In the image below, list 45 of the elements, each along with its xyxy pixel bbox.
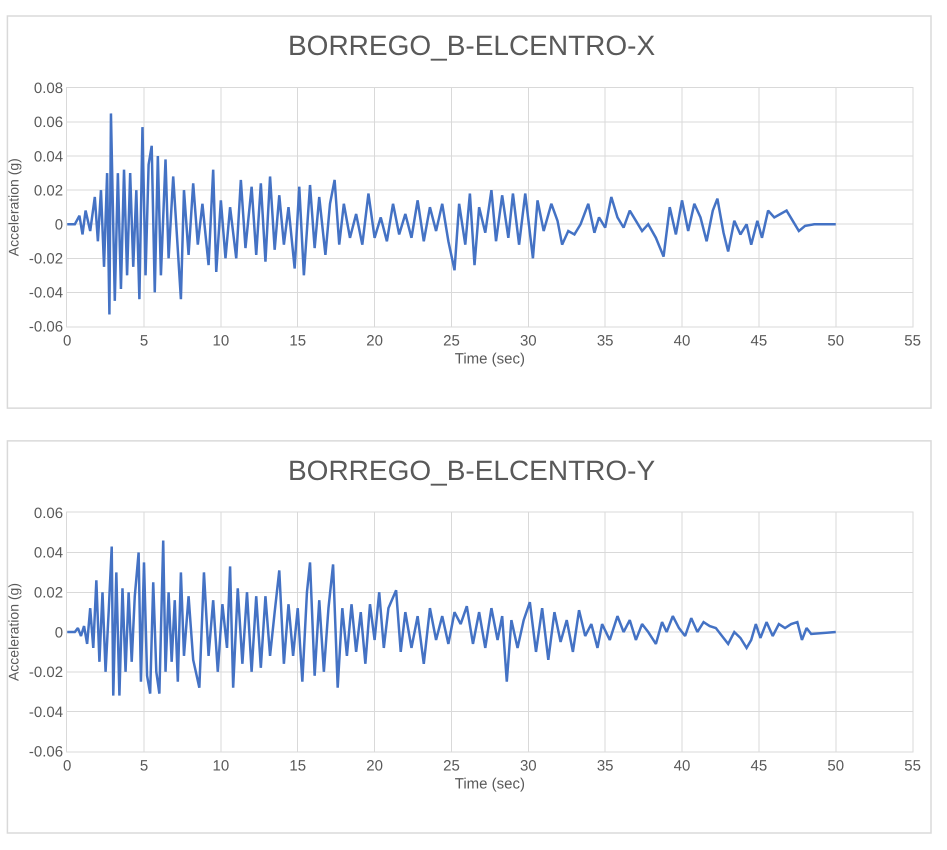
y-axis-title: Acceleration (g) (6, 158, 22, 256)
x-tick-label: 40 (674, 332, 690, 350)
x-tick-label: 15 (289, 757, 306, 774)
x-tick-label: 35 (596, 332, 614, 350)
y-tick-label: 0.02 (34, 584, 64, 602)
y-tick-label: 0.08 (34, 80, 64, 98)
x-tick-label: 20 (366, 332, 383, 350)
chart-title: BORREGO_B-ELCENTRO-X (288, 30, 656, 61)
x-tick-label: 50 (827, 757, 844, 774)
x-tick-label: 55 (904, 757, 921, 774)
y-axis-title: Acceleration (g) (6, 582, 22, 682)
x-tick-label: 30 (520, 332, 537, 350)
x-tick-label: 20 (366, 757, 383, 774)
y-tick-label: 0 (54, 624, 64, 642)
y-tick-label: 0.02 (34, 182, 64, 200)
chart-title: BORREGO_B-ELCENTRO-Y (288, 455, 656, 486)
y-tick-label: 0 (54, 216, 64, 234)
x-axis-title: Time (sec) (454, 350, 526, 368)
x-tick-label: 10 (212, 757, 230, 774)
y-tick-label: -0.04 (28, 704, 64, 721)
y-tick-label: -0.06 (28, 744, 64, 761)
y-tick-label: 0.04 (34, 148, 64, 166)
y-tick-label: -0.02 (28, 664, 64, 682)
y-tick-label: 0.04 (34, 544, 64, 562)
y-tick-label: 0.06 (34, 114, 64, 132)
line-series (67, 539, 838, 697)
x-tick-label: 25 (443, 332, 460, 350)
x-axis-title: Time (sec) (454, 775, 526, 792)
y-tick-label: -0.06 (28, 318, 64, 336)
x-tick-label: 10 (212, 332, 230, 350)
x-tick-label: 25 (443, 757, 460, 774)
y-tick-label: 0.06 (34, 504, 64, 522)
x-tick-label: 45 (750, 332, 768, 350)
x-tick-label: 5 (140, 757, 148, 774)
x-tick-label: 50 (827, 332, 844, 350)
x-tick-label: 55 (904, 332, 921, 350)
x-tick-label: 5 (140, 332, 148, 350)
y-tick-label: -0.02 (28, 250, 64, 268)
x-tick-label: 40 (674, 757, 690, 774)
x-tick-label: 45 (750, 757, 768, 774)
line-series (67, 112, 838, 316)
y-tick-label: -0.04 (28, 284, 64, 302)
x-tick-label: 30 (520, 757, 537, 774)
x-tick-label: 35 (596, 757, 614, 774)
x-tick-label: 15 (289, 332, 306, 350)
